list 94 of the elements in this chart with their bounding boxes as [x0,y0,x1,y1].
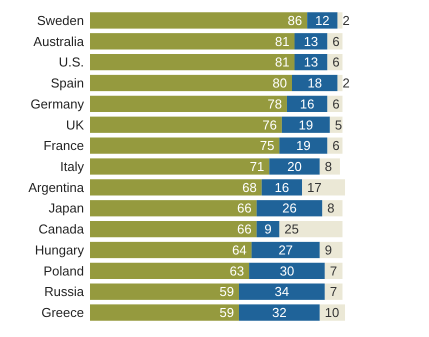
y-tick-label: France [44,138,84,154]
data-label: 8 [324,159,332,174]
bar [90,116,282,133]
data-label: 68 [242,180,257,195]
y-tick-label: U.S. [58,54,84,70]
data-label: 81 [275,34,290,49]
bar [279,220,342,238]
data-label: 86 [288,12,302,28]
data-label: 9 [324,242,332,258]
data-label: 32 [272,305,287,320]
data-label: 6 [332,54,340,70]
y-tick-label: Canada [38,222,85,237]
y-tick-label: Hungary [34,242,84,258]
data-label: 9 [264,222,272,237]
y-tick-label: Poland [44,263,84,278]
bar [337,12,342,29]
y-tick-label: UK [66,117,84,132]
data-label: 25 [284,222,299,237]
data-label: 13 [304,54,318,70]
bar [238,304,320,321]
y-tick-label: Japan [48,200,84,216]
bar [90,158,270,175]
data-label: 63 [230,263,244,278]
data-label: 59 [220,284,234,300]
data-label: 2 [342,76,350,91]
bar [90,304,239,321]
bar [90,179,262,196]
bar [279,137,328,154]
data-label: 13 [304,34,318,49]
bar [294,33,328,50]
data-label: 26 [282,200,297,216]
data-label: 12 [315,12,330,28]
data-label: 7 [330,284,338,300]
y-tick-label: Italy [60,159,84,174]
data-label: 71 [250,159,264,174]
bar [256,200,322,216]
bar [90,12,308,29]
data-label: 6 [332,34,340,49]
bar [90,284,239,300]
y-tick-label: Australia [33,34,85,49]
data-label: 6 [332,138,340,154]
bar [90,74,292,92]
bar [90,242,252,258]
bar [262,179,302,196]
data-label: 78 [267,96,282,112]
bar [269,158,320,175]
bar [324,262,342,279]
data-label: 17 [307,180,322,195]
data-label: 76 [262,117,277,132]
y-tick-label: Greece [41,305,84,320]
data-label: 27 [278,242,293,258]
data-label: 20 [287,159,302,174]
data-label: 16 [300,96,314,112]
data-label: 81 [275,54,290,70]
data-label: 18 [307,76,322,91]
bar [282,116,330,133]
data-label: 59 [220,305,234,320]
data-label: 75 [260,138,274,154]
data-label: 16 [274,180,290,195]
data-label: 64 [232,242,247,258]
bar [302,179,346,196]
y-tick-label: Sweden [37,12,84,28]
data-label: 66 [237,222,252,237]
bar [294,54,328,70]
data-label: 7 [330,263,338,278]
bar [90,262,250,279]
bar [337,74,342,92]
bar [324,284,342,300]
data-label: 19 [298,117,314,132]
data-label: 66 [237,200,252,216]
y-tick-label: Argentina [28,180,85,195]
bar [90,33,295,50]
bar [90,137,280,154]
y-tick-label: Spain [50,76,84,91]
bar [90,200,257,216]
bar [90,54,295,70]
data-label: 19 [296,138,311,154]
data-label: 5 [334,117,342,132]
data-label: 6 [332,96,340,112]
y-tick-label: Russia [44,284,85,300]
bar [90,220,257,238]
data-label: 80 [272,76,287,91]
data-label: 10 [324,305,340,320]
data-label: 8 [327,200,335,216]
bar [252,242,320,258]
bar [90,96,287,112]
data-label: 2 [342,12,350,28]
bar [238,284,325,300]
y-tick-label: Germany [30,96,84,112]
data-label: 34 [274,284,290,300]
data-label: 30 [280,263,294,278]
bar [256,220,280,238]
bar [292,74,338,92]
bar [249,262,325,279]
